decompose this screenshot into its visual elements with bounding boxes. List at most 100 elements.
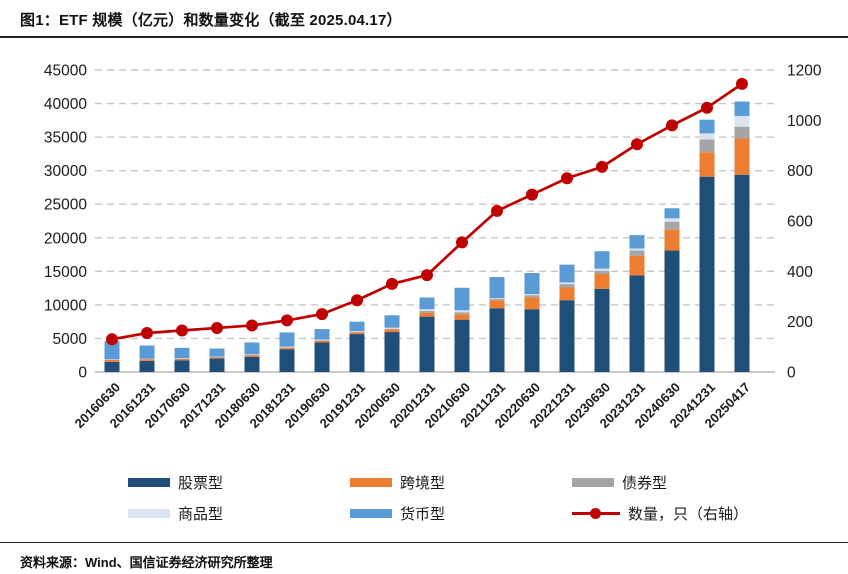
bar-segment-cross-border	[489, 300, 505, 309]
bar-segment-money	[664, 208, 680, 219]
bar-segment-bond	[594, 270, 610, 275]
legend-item-count: 数量，只（右轴）	[572, 503, 748, 524]
legend-swatch-bond	[572, 478, 614, 487]
bar-segment-equity	[629, 275, 645, 372]
y2-axis-label: 200	[787, 314, 813, 331]
bar-segment-cross-border	[419, 312, 435, 317]
bar-segment-equity	[384, 332, 400, 372]
bar-segment-cross-border	[559, 287, 575, 301]
bar-segment-bond	[209, 357, 225, 358]
legend-label: 数量，只（右轴）	[628, 506, 749, 523]
bar-segment-money	[489, 277, 505, 299]
bar-segment-money	[594, 251, 610, 269]
bar-segment-equity	[314, 342, 330, 372]
bar-segment-cross-border	[629, 255, 645, 276]
bar-segment-equity	[489, 308, 505, 372]
legend-swatch-cross-border	[350, 478, 392, 487]
bar-segment-bond	[174, 358, 190, 360]
bar-segment-commodity	[489, 298, 505, 299]
count-line-point	[386, 277, 398, 290]
legend-label: 股票型	[178, 475, 224, 492]
legend-swatch-commodity	[128, 509, 170, 518]
bar-segment-equity	[559, 300, 575, 372]
bar-segment-cross-border	[104, 359, 120, 362]
count-line-point	[176, 324, 188, 337]
bar-segment-cross-border	[279, 347, 295, 350]
bar-segment-bond	[699, 139, 715, 153]
etf-chart: 0 5000 10000 15000 20000 25000 30000 35000 40000…	[0, 50, 848, 465]
count-line-point	[351, 294, 363, 307]
bar-segment-cross-border	[174, 358, 190, 361]
bar-segment-bond	[139, 359, 155, 360]
y-axis-label: 35000	[44, 130, 87, 147]
count-line-point	[596, 160, 608, 173]
legend-item-equity: 股票型	[128, 472, 350, 493]
bar-segment-equity	[279, 349, 295, 372]
bar-segment-equity	[664, 250, 680, 372]
y-axis-label: 10000	[44, 297, 87, 314]
bar-segment-bond	[559, 284, 575, 288]
legend-item-bond: 债券型	[572, 472, 667, 493]
count-line-point	[141, 326, 153, 339]
bar-segment-commodity	[419, 309, 435, 311]
y-axis-label: 25000	[44, 197, 87, 214]
count-line-point	[526, 188, 538, 201]
bar-segment-equity	[454, 319, 470, 372]
bar-segment-money	[734, 101, 750, 116]
count-line-point	[421, 269, 433, 282]
bar-segment-commodity	[209, 356, 225, 358]
bar-segment-bond	[384, 328, 400, 330]
bar-segment-commodity	[279, 346, 295, 348]
bar-segment-cross-border	[244, 355, 260, 357]
y-axis-label: 40000	[44, 96, 87, 113]
legend-row: 股票型 跨境型 债券型	[128, 467, 848, 498]
figure-footer: 资料来源：Wind、国信证券经济研究所整理	[0, 542, 848, 572]
bar-segment-money	[524, 273, 540, 295]
bar-segment-commodity	[454, 310, 470, 313]
bar-segment-money	[244, 342, 260, 355]
bar-segment-bond	[629, 250, 645, 256]
bar-segment-bond	[279, 347, 295, 348]
count-line-point	[106, 333, 118, 346]
bar-segment-money	[104, 341, 120, 360]
legend-item-cross-border: 跨境型	[350, 472, 572, 493]
bar-segment-commodity	[524, 294, 540, 296]
bar-segment-money	[559, 264, 575, 283]
count-line-point	[316, 308, 328, 321]
count-line-point	[211, 321, 223, 334]
bar-segment-cross-border	[209, 357, 225, 359]
bar-segment-commodity	[104, 359, 120, 360]
bar-segment-commodity	[174, 358, 190, 359]
bar-segment-bond	[734, 126, 750, 139]
count-line-point	[281, 314, 293, 327]
bar-segment-bond	[314, 340, 330, 341]
y-axis-label: 15000	[44, 264, 87, 281]
bar-segment-money	[279, 332, 295, 347]
bar-segment-bond	[524, 295, 540, 298]
bar-segment-cross-border	[139, 359, 155, 361]
count-line-point	[736, 77, 748, 90]
bar-segment-commodity	[664, 218, 680, 222]
bar-segment-equity	[244, 356, 260, 372]
count-line-point	[666, 119, 678, 132]
y-axis-label: 45000	[44, 63, 87, 80]
count-line-point	[701, 101, 713, 114]
chart-legend: 股票型 跨境型 债券型 商品型 货币型 数量，只（右轴）	[0, 465, 848, 529]
legend-swatch-money	[350, 509, 392, 518]
bar-segment-cross-border	[699, 152, 715, 177]
bar-segment-money	[314, 329, 330, 340]
bar-segment-money	[139, 345, 155, 359]
bar-segment-cross-border	[349, 332, 365, 335]
bar-segment-cross-border	[734, 138, 750, 175]
bar-segment-cross-border	[384, 329, 400, 333]
figure-header: 图1：ETF 规模（亿元）和数量变化（截至 2025.04.17）	[0, 0, 848, 38]
bar-segment-cross-border	[664, 229, 680, 251]
bar-segment-equity	[139, 360, 155, 372]
y-axis-label: 20000	[44, 230, 87, 247]
bar-segment-commodity	[314, 339, 330, 341]
etf-chart-svg: 0500010000150002000025000300003500040000…	[44, 63, 822, 432]
bar-segment-cross-border	[524, 297, 540, 310]
bar-segment-money	[419, 297, 435, 310]
bar-segment-bond	[349, 331, 365, 333]
y-axis-label: 0	[78, 365, 87, 382]
